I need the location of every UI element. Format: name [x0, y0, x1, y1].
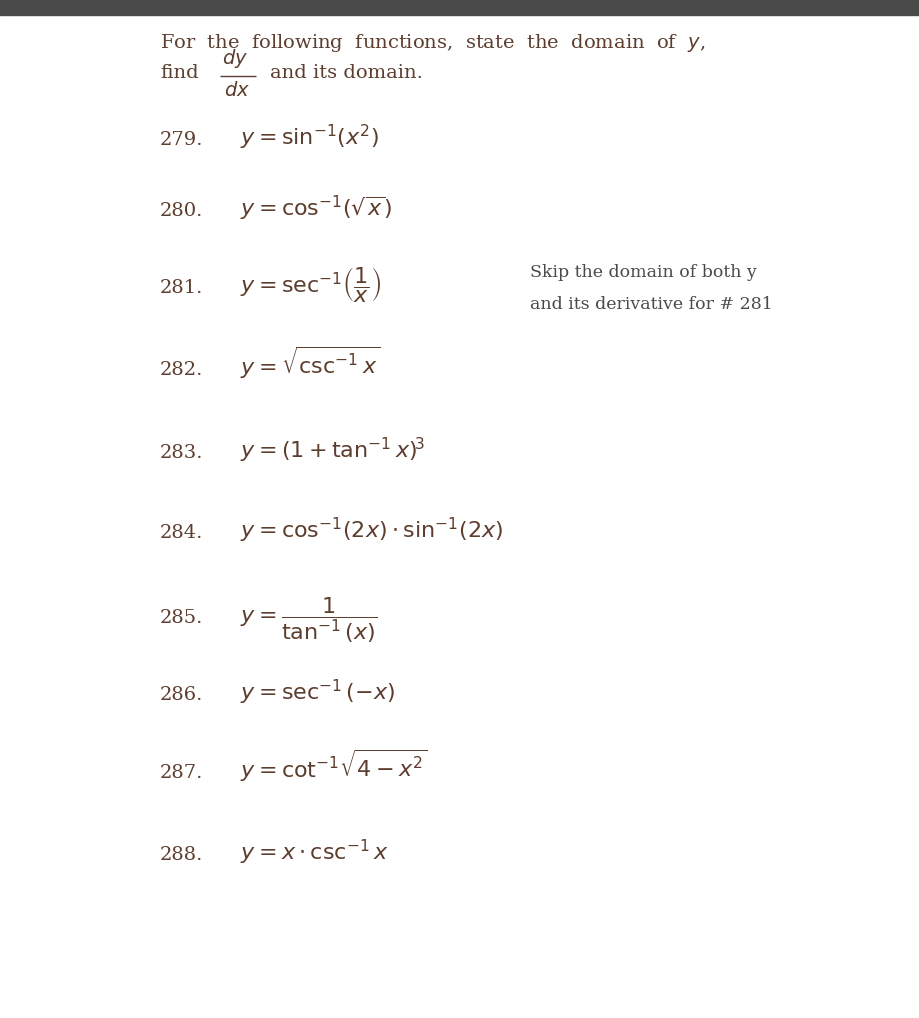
- Text: and its domain.: and its domain.: [270, 64, 423, 82]
- Bar: [0, 0, 919, 15]
- Text: $y = \sin^{-1}\!\left(x^2\right)$: $y = \sin^{-1}\!\left(x^2\right)$: [240, 122, 379, 152]
- Text: 282.: 282.: [160, 361, 203, 379]
- Text: $dy$: $dy$: [222, 47, 248, 70]
- Text: 288.: 288.: [160, 846, 203, 864]
- Text: 281.: 281.: [160, 279, 203, 297]
- Text: 287.: 287.: [160, 764, 203, 782]
- Text: 285.: 285.: [160, 609, 203, 627]
- Text: $y = \left(1 + \tan^{-1} x\right)^{\!3}$: $y = \left(1 + \tan^{-1} x\right)^{\!3}$: [240, 436, 425, 465]
- Text: 280.: 280.: [160, 202, 203, 220]
- Text: $y = \dfrac{1}{\tan^{-1}(x)}$: $y = \dfrac{1}{\tan^{-1}(x)}$: [240, 596, 378, 644]
- Text: $y = \cos^{-1}\!\left(\sqrt{x}\right)$: $y = \cos^{-1}\!\left(\sqrt{x}\right)$: [240, 193, 392, 223]
- Text: 286.: 286.: [160, 686, 203, 704]
- Text: find: find: [160, 64, 199, 82]
- Text: $y = x \cdot \csc^{-1} x$: $y = x \cdot \csc^{-1} x$: [240, 838, 389, 866]
- Text: 284.: 284.: [160, 524, 203, 542]
- Text: $dx$: $dx$: [224, 81, 250, 100]
- Text: Skip the domain of both y: Skip the domain of both y: [530, 264, 757, 281]
- Text: $y = \sec^{-1}(-x)$: $y = \sec^{-1}(-x)$: [240, 678, 395, 706]
- Text: $y = \sec^{-1}\!\left(\dfrac{1}{x}\right)$: $y = \sec^{-1}\!\left(\dfrac{1}{x}\right…: [240, 265, 381, 304]
- Text: 283.: 283.: [160, 444, 203, 462]
- Text: and its derivative for # 281: and its derivative for # 281: [530, 296, 773, 313]
- Text: $y = \cot^{-1}\!\sqrt{4 - x^2}$: $y = \cot^{-1}\!\sqrt{4 - x^2}$: [240, 747, 428, 784]
- Text: For  the  following  functions,  state  the  domain  of  $y$,: For the following functions, state the d…: [160, 32, 706, 54]
- Text: $y = \sqrt{\csc^{-1} x}$: $y = \sqrt{\csc^{-1} x}$: [240, 345, 380, 381]
- Text: 279.: 279.: [160, 131, 203, 149]
- Text: $y = \cos^{-1}\!(2x) \cdot \sin^{-1}\!(2x)$: $y = \cos^{-1}\!(2x) \cdot \sin^{-1}\!(2…: [240, 515, 503, 545]
